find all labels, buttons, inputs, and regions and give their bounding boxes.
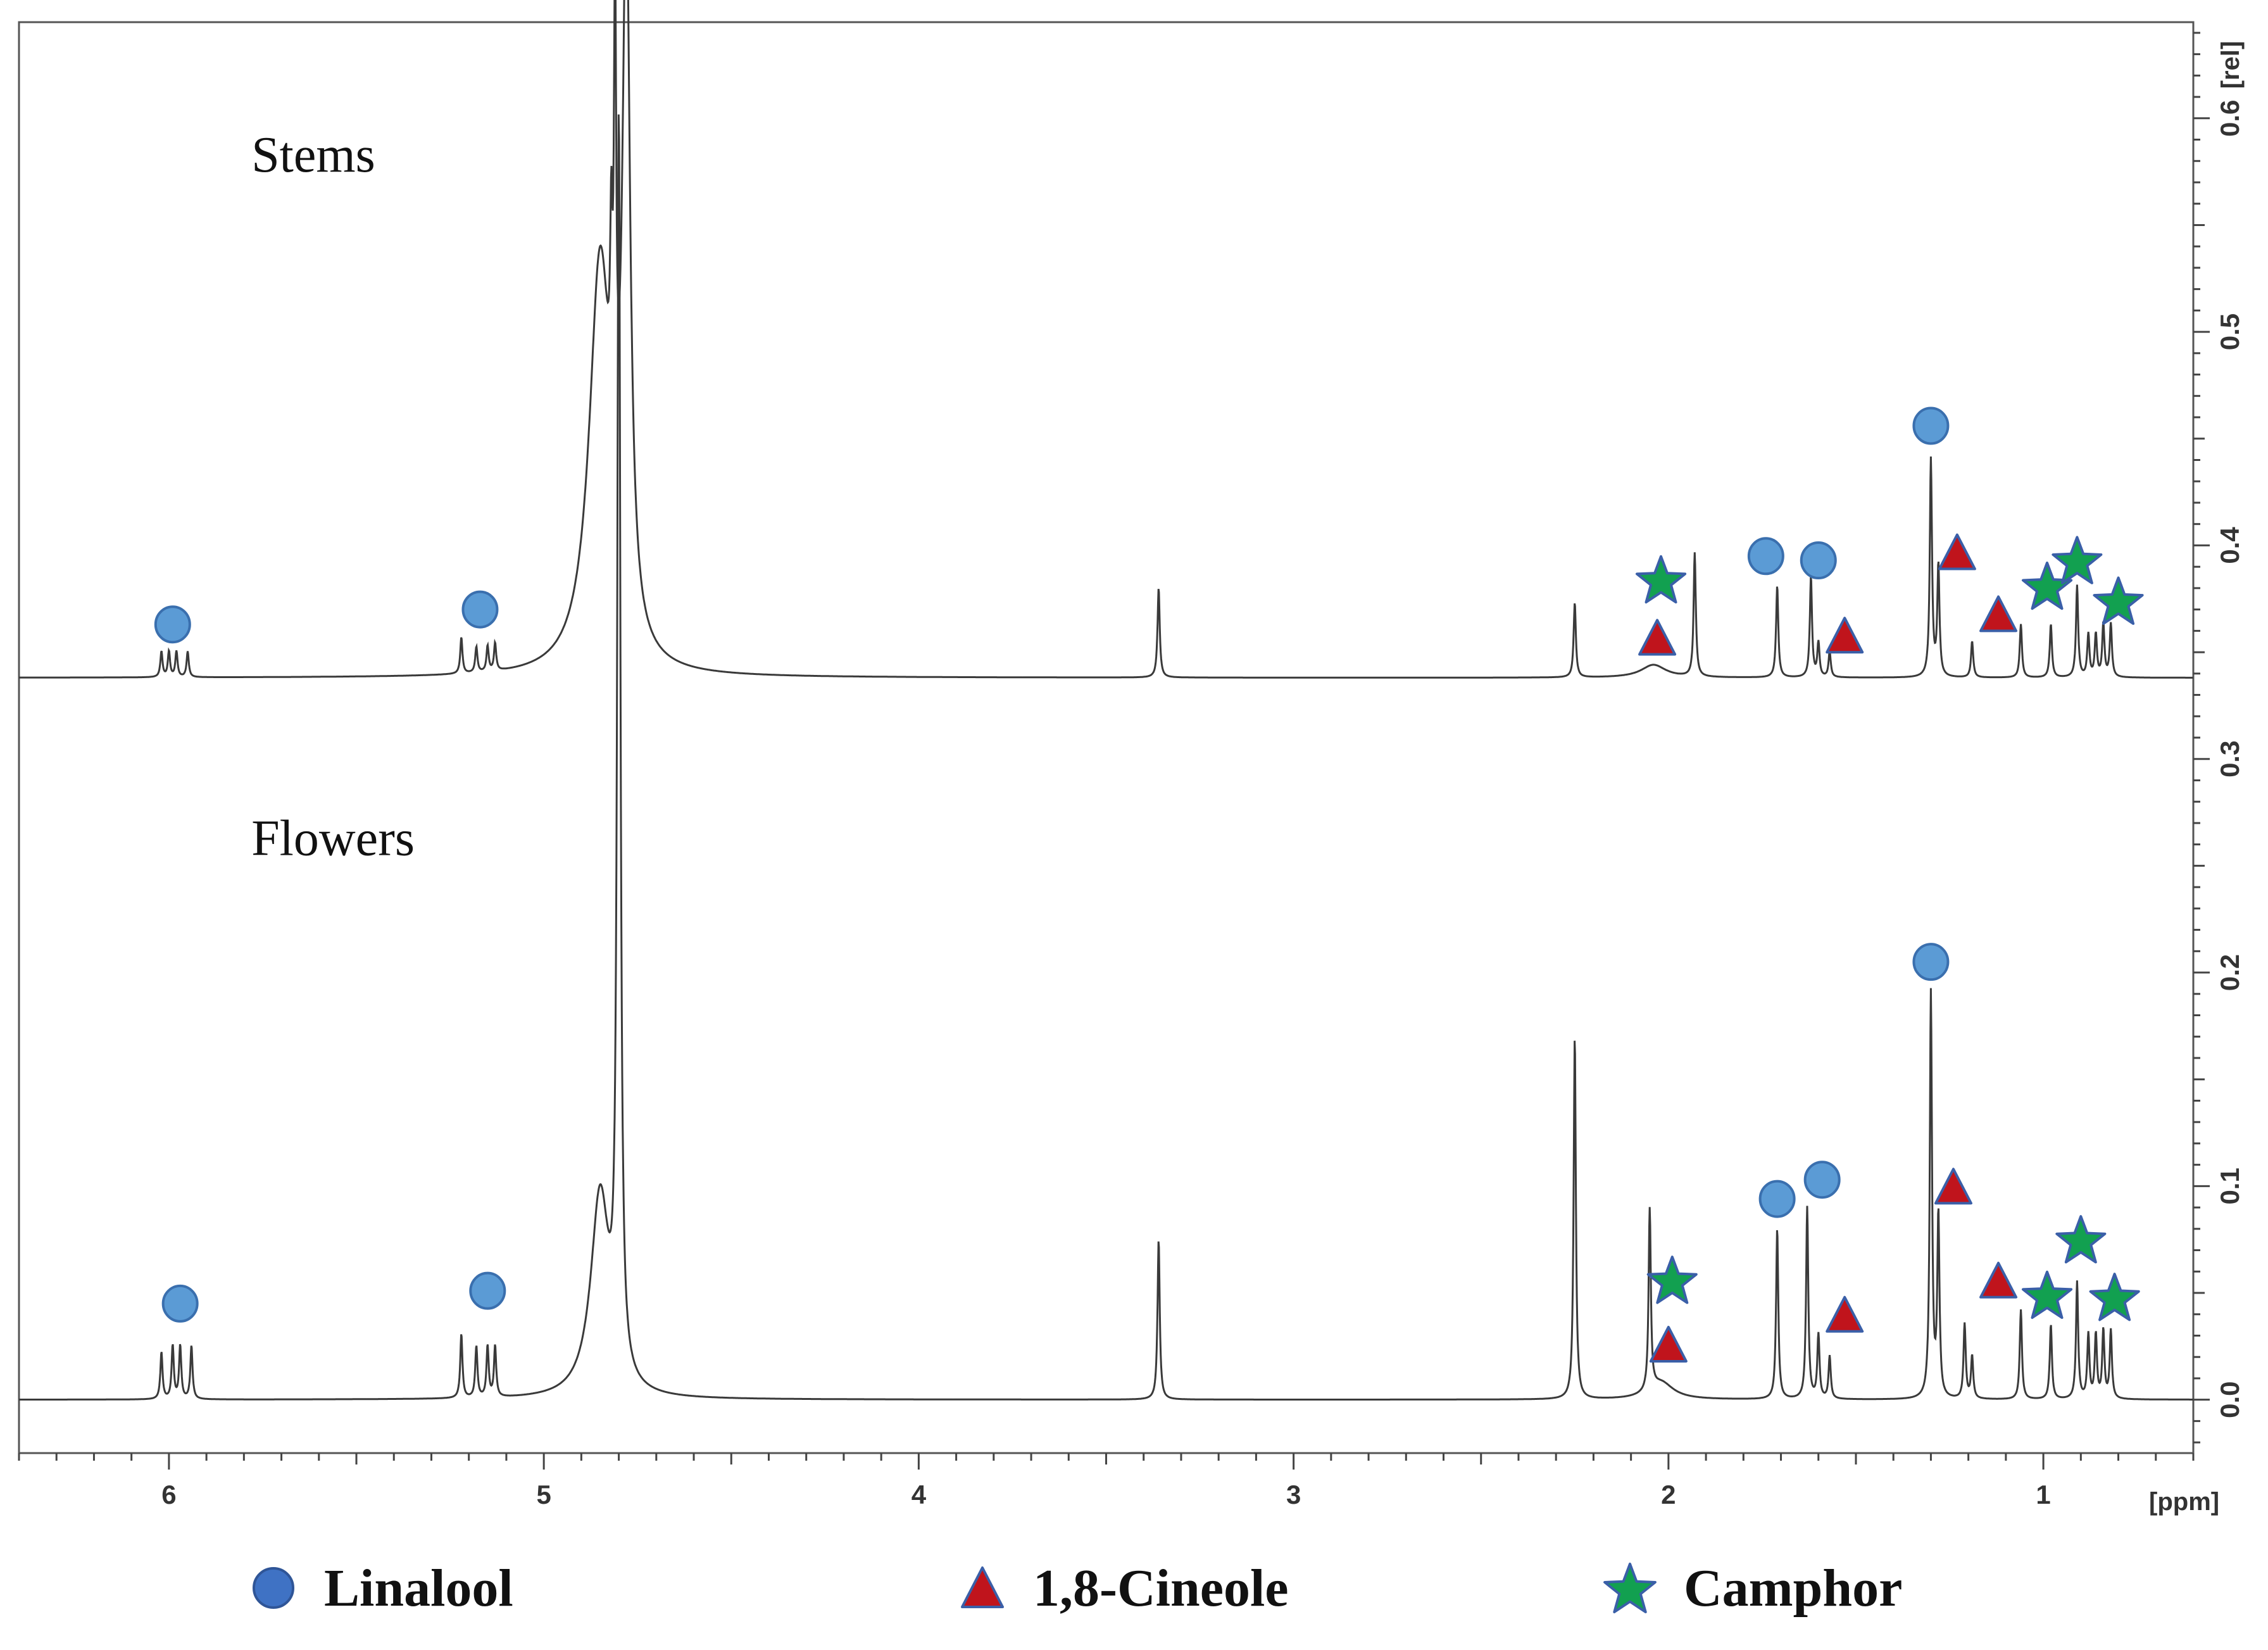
sample-label: Flowers xyxy=(251,811,415,867)
camphor-marker xyxy=(2093,576,2144,625)
y-tick-label: 0.6 xyxy=(2215,100,2245,137)
plot-border xyxy=(18,21,2195,1454)
legend-triangle-shape xyxy=(961,1566,1004,1608)
camphor-marker xyxy=(2022,1270,2073,1319)
y-tick-label: 0.4 xyxy=(2215,527,2245,564)
plot-frame xyxy=(18,21,2195,1454)
spectrum-line-stems xyxy=(19,0,2193,679)
sample-label: Stems xyxy=(251,127,375,183)
linalool-marker xyxy=(1803,1161,1841,1199)
legend-label: 1,8-Cineole xyxy=(1033,1558,1289,1618)
camphor-marker xyxy=(2089,1273,2140,1321)
y-axis-label: [rel] xyxy=(2217,41,2245,89)
camphor-marker xyxy=(2055,1215,2107,1264)
spectra-layer xyxy=(19,0,2193,1401)
x-axis-label: [ppm] xyxy=(2149,1488,2219,1516)
camphor-marker xyxy=(2052,536,2103,584)
legend-triangle-icon xyxy=(961,1566,1004,1608)
legend-label: Camphor xyxy=(1684,1558,1903,1618)
linalool-marker xyxy=(1912,943,1950,981)
linalool-marker xyxy=(1747,537,1784,576)
linalool-marker xyxy=(1758,1180,1796,1218)
legend-circle-shape xyxy=(253,1567,294,1609)
x-tick-label: 3 xyxy=(1286,1480,1301,1509)
y-tick-label: 0.5 xyxy=(2215,313,2245,350)
y-tick-label: 0.2 xyxy=(2215,954,2245,991)
spectrum-line-flowers xyxy=(19,114,2193,1401)
x-tick-label: 4 xyxy=(912,1480,927,1509)
camphor-marker xyxy=(1636,555,1687,604)
camphor-marker xyxy=(1646,1256,1698,1304)
cineole-marker xyxy=(1649,1325,1688,1363)
x-tick-label: 5 xyxy=(536,1480,551,1509)
camphor-marker xyxy=(2022,561,2073,610)
linalool-marker xyxy=(1912,406,1950,445)
compound-markers xyxy=(154,406,2144,1363)
legend-circle-icon xyxy=(253,1567,294,1609)
y-tick-label: 0.0 xyxy=(2215,1381,2245,1418)
legend-item-cineole: 1,8-Cineole xyxy=(957,1550,1289,1626)
cineole-marker xyxy=(1979,1261,2018,1299)
legend-label: Linalool xyxy=(324,1558,513,1618)
linalool-marker xyxy=(1800,541,1837,580)
cineole-marker xyxy=(1826,617,1864,654)
y-axis: 0.0 0.1 0.2 0.3 0.4 0.5 0.6 [rel] xyxy=(2193,32,2245,1444)
y-tick-label: 0.3 xyxy=(2215,741,2245,778)
legend-item-linalool: Linalool xyxy=(248,1550,513,1626)
x-tick-label: 2 xyxy=(1661,1480,1676,1509)
linalool-marker xyxy=(469,1271,506,1310)
cineole-marker xyxy=(1638,619,1677,656)
sample-labels: Stems Flowers xyxy=(251,127,415,866)
linalool-marker xyxy=(461,590,499,629)
x-tick-label: 6 xyxy=(161,1480,176,1509)
cineole-marker xyxy=(1934,1168,1972,1205)
linalool-marker xyxy=(154,605,191,644)
linalool-marker xyxy=(161,1284,199,1323)
x-axis: 6 5 4 3 2 1 [ppm] xyxy=(18,1453,2219,1516)
legend-star-shape xyxy=(1603,1563,1657,1613)
cineole-marker xyxy=(1938,533,1976,570)
x-tick-label: 1 xyxy=(2036,1480,2050,1509)
legend-item-camphor: Camphor xyxy=(1601,1550,1902,1626)
cineole-marker xyxy=(1826,1295,1864,1333)
legend-star-icon xyxy=(1603,1563,1657,1613)
cineole-marker xyxy=(1979,595,2018,633)
y-tick-label: 0.1 xyxy=(2215,1168,2245,1204)
